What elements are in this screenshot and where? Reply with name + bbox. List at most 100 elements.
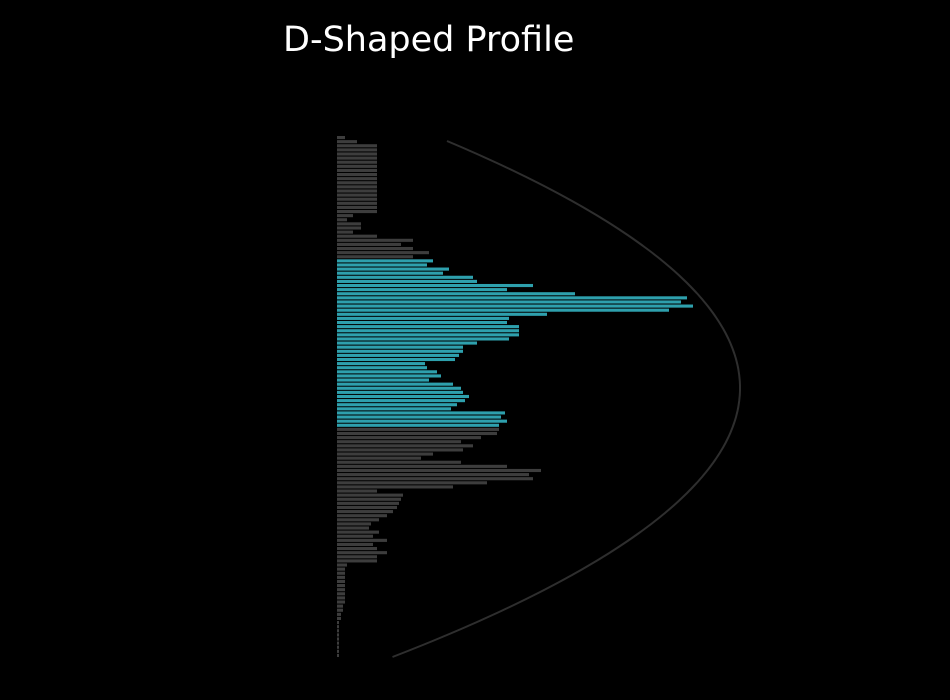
profile-bar [337,559,377,563]
value-area-bar [337,288,507,292]
profile-bar [337,497,401,501]
d-shape-envelope-curve [392,140,741,658]
profile-bar [337,140,357,144]
profile-bar [337,185,377,189]
profile-bar [337,136,345,140]
profile-bar [337,514,387,518]
profile-bar [337,144,377,148]
profile-bar [337,641,339,645]
profile-bar [337,255,413,259]
profile-bar [337,600,345,604]
value-area-bar [337,296,687,300]
profile-bar [337,608,343,612]
profile-bar [337,612,341,616]
value-area-bar [337,419,507,423]
profile-bars [337,136,693,657]
profile-bar [337,538,387,542]
profile-bar [337,251,429,255]
profile-bar [337,456,421,460]
profile-bar [337,242,401,246]
profile-bar [337,588,345,592]
profile-bar [337,604,343,608]
profile-bar [337,645,339,649]
profile-bar [337,181,377,185]
value-area-bar [337,366,427,370]
profile-bar [337,152,377,156]
profile-bar [337,571,345,575]
profile-bar [337,148,377,152]
profile-bar [337,551,387,555]
profile-bar [337,489,377,493]
value-area-bar [337,329,519,333]
profile-bar [337,201,377,205]
value-area-bar [337,345,463,349]
value-area-bar [337,325,519,329]
profile-bar [337,436,481,440]
value-area-bar [337,279,477,283]
value-area-bar [337,292,575,296]
profile-bar [337,629,339,633]
value-area-bar [337,378,429,382]
profile-bar [337,431,497,436]
value-area-bar [337,411,505,415]
profile-bar [337,584,345,588]
value-area-bar [337,349,463,353]
value-area-bar [337,415,501,419]
profile-bar [337,493,403,497]
profile-bar [337,164,377,168]
profile-bar [337,592,345,596]
profile-bar [337,522,371,526]
profile-bar [337,156,377,160]
profile-bar [337,625,339,629]
value-area-bar [337,333,519,337]
profile-bar [337,481,487,485]
profile-bar [337,637,339,641]
profile-bar [337,160,377,164]
profile-bar [337,444,473,448]
value-area-bar [337,390,463,394]
profile-bar [337,510,393,514]
value-area-bar [337,259,433,263]
profile-bar [337,452,433,456]
value-area-bar [337,275,473,279]
value-area-bar [337,341,477,345]
value-area-bar [337,357,455,362]
profile-bar [337,226,361,230]
value-area-bar [337,370,437,374]
profile-bar [337,205,377,209]
value-area-bar [337,423,499,427]
profile-bar [337,579,345,584]
profile-bar [337,649,339,653]
value-area-bar [337,308,669,312]
value-area-bar [337,316,509,320]
profile-bar [337,547,377,551]
profile-bar [337,222,361,226]
profile-bar [337,440,461,444]
value-area-bar [337,407,451,411]
value-area-bar [337,320,507,325]
profile-bar [337,530,379,534]
profile-bar [337,473,529,477]
profile-bar [337,460,461,464]
value-area-bar [337,362,425,366]
profile-bar [337,575,345,579]
profile-bar [337,505,397,510]
value-area-bar [337,312,547,316]
value-area-bar [337,382,453,386]
profile-bar [337,234,377,238]
profile-bar [337,468,541,473]
profile-bar [337,214,353,218]
chart-title: D-Shaped Profile [283,20,575,60]
profile-bar [337,485,453,489]
value-area-bar [337,399,465,403]
profile-bar [337,177,377,181]
profile-bar [337,518,379,522]
profile-bar [337,246,413,251]
profile-bar [337,168,377,172]
profile-bar [337,197,377,201]
value-area-bar [337,283,533,288]
value-area-bar [337,300,681,304]
value-area-bar [337,374,441,378]
profile-bar [337,448,463,452]
